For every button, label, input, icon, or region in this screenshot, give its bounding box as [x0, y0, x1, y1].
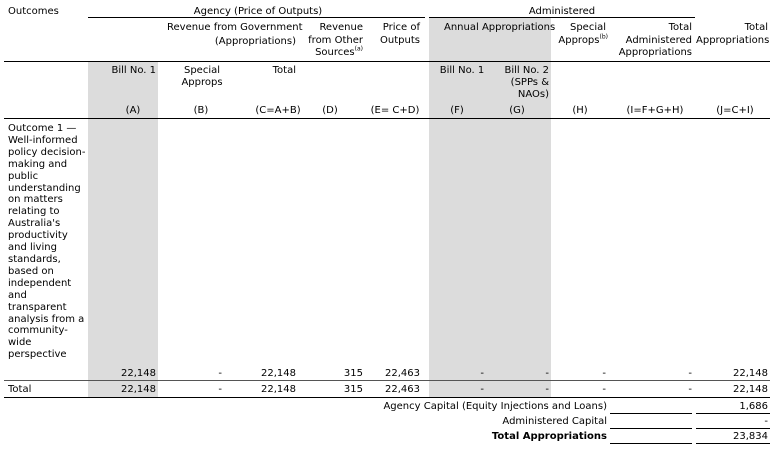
annual-approps-header: Annual Appropriations	[444, 22, 556, 33]
total-value-g: -	[545, 384, 549, 395]
note-b: (b)	[599, 33, 609, 41]
total-appropriations-label: Total Appropriations	[491, 431, 607, 442]
admin-annual-column-shade	[429, 17, 551, 398]
total-value-d: 315	[343, 384, 363, 395]
rev-other-sources-label: Sources	[315, 47, 355, 58]
outcome-1-value-f: -	[480, 368, 484, 379]
code-b: (B)	[193, 105, 209, 116]
total-appropriations-rule-left	[610, 443, 692, 444]
administered-group-header: Administered	[528, 6, 596, 17]
rev-govt-header: Revenue from Government	[167, 22, 303, 33]
total-approps-header-2: Appropriations	[696, 35, 770, 46]
rev-other-header-2: from Other	[308, 35, 363, 46]
special-approps-label: Approps	[558, 35, 600, 46]
outcome-1-label: Outcome 1 — Well-informed policy decisio…	[8, 123, 86, 361]
total-top-rule	[4, 380, 770, 381]
total-value-c: 22,148	[261, 384, 296, 395]
outcome-1-value-g: -	[545, 368, 549, 379]
outcome-1-value-e: 22,463	[385, 368, 420, 379]
admin-capital-label: Administered Capital	[502, 416, 607, 427]
total-value-a: 22,148	[121, 384, 156, 395]
total-value-h: -	[602, 384, 606, 395]
code-c: (C=A+B)	[255, 105, 301, 116]
admin-capital-value: -	[764, 416, 768, 427]
outcome-1-value-j: 22,148	[733, 368, 768, 379]
agency-capital-rule-left	[610, 413, 692, 414]
total-value-b: -	[218, 384, 222, 395]
note-a: (a)	[354, 45, 363, 53]
code-d: (D)	[322, 105, 338, 116]
total-approps-header-1: Total	[744, 22, 768, 33]
agency-group-header: Agency (Price of Outputs)	[193, 6, 323, 17]
price-outputs-header-1: Price of	[382, 22, 420, 33]
code-i: (I=F+G+H)	[626, 105, 684, 116]
special-agency-header-2: Approps	[181, 77, 223, 88]
total-admin-header-1: Total	[668, 22, 692, 33]
bill1-agency-header: Bill No. 1	[111, 65, 156, 76]
code-j: (J=C+I)	[716, 105, 754, 116]
agency-capital-rule-right	[696, 413, 770, 414]
administered-group-rule	[429, 17, 695, 18]
outcomes-header: Outcomes	[8, 6, 59, 17]
code-g: (G)	[509, 105, 525, 116]
total-appropriations-value: 23,834	[733, 431, 768, 442]
total-value-i: -	[688, 384, 692, 395]
bill2-admin-header-2: (SPPs &	[510, 77, 549, 88]
rev-other-header-1: Revenue	[319, 22, 363, 33]
price-outputs-header-2: Outputs	[380, 35, 420, 46]
outcome-1-value-b: -	[218, 368, 222, 379]
header-rule	[4, 61, 770, 62]
admin-capital-rule-left	[610, 428, 692, 429]
rev-other-header-3: Sources(a)	[290, 45, 363, 59]
code-f: (F)	[450, 105, 464, 116]
admin-capital-rule-right	[696, 428, 770, 429]
total-value-j: 22,148	[733, 384, 768, 395]
total-admin-header-3: Appropriations	[618, 47, 692, 58]
agency-capital-label: Agency Capital (Equity Injections and Lo…	[383, 401, 607, 412]
total-value-e: 22,463	[385, 384, 420, 395]
bill1-admin-header: Bill No. 1	[439, 65, 485, 76]
agency-group-rule	[88, 17, 425, 18]
total-agency-header: Total	[272, 65, 296, 76]
total-appropriations-rule-right	[696, 443, 770, 444]
bill2-admin-header-1: Bill No. 2	[504, 65, 549, 76]
total-value-f: -	[480, 384, 484, 395]
outcome-1-value-d: 315	[343, 368, 363, 379]
rev-govt-subheader: (Appropriations)	[214, 36, 296, 47]
special-approps-header-1: Special	[569, 22, 606, 33]
total-admin-header-2: Administered	[625, 35, 692, 46]
outcome-1-value-a: 22,148	[121, 368, 156, 379]
special-approps-header-2: Approps(b)	[545, 33, 609, 47]
code-a: (A)	[125, 105, 141, 116]
special-agency-header-1: Special	[183, 65, 221, 76]
outcome-1-value-h: -	[602, 368, 606, 379]
outcome-1-value-i: -	[688, 368, 692, 379]
total-bottom-rule	[4, 397, 770, 398]
bill2-admin-header-3: NAOs)	[517, 89, 549, 100]
code-h: (H)	[572, 105, 588, 116]
agency-capital-value: 1,686	[739, 401, 768, 412]
code-e: (E= C+D)	[370, 105, 420, 116]
codes-rule	[4, 118, 770, 119]
total-row-label: Total	[8, 384, 32, 395]
outcome-1-value-c: 22,148	[261, 368, 296, 379]
